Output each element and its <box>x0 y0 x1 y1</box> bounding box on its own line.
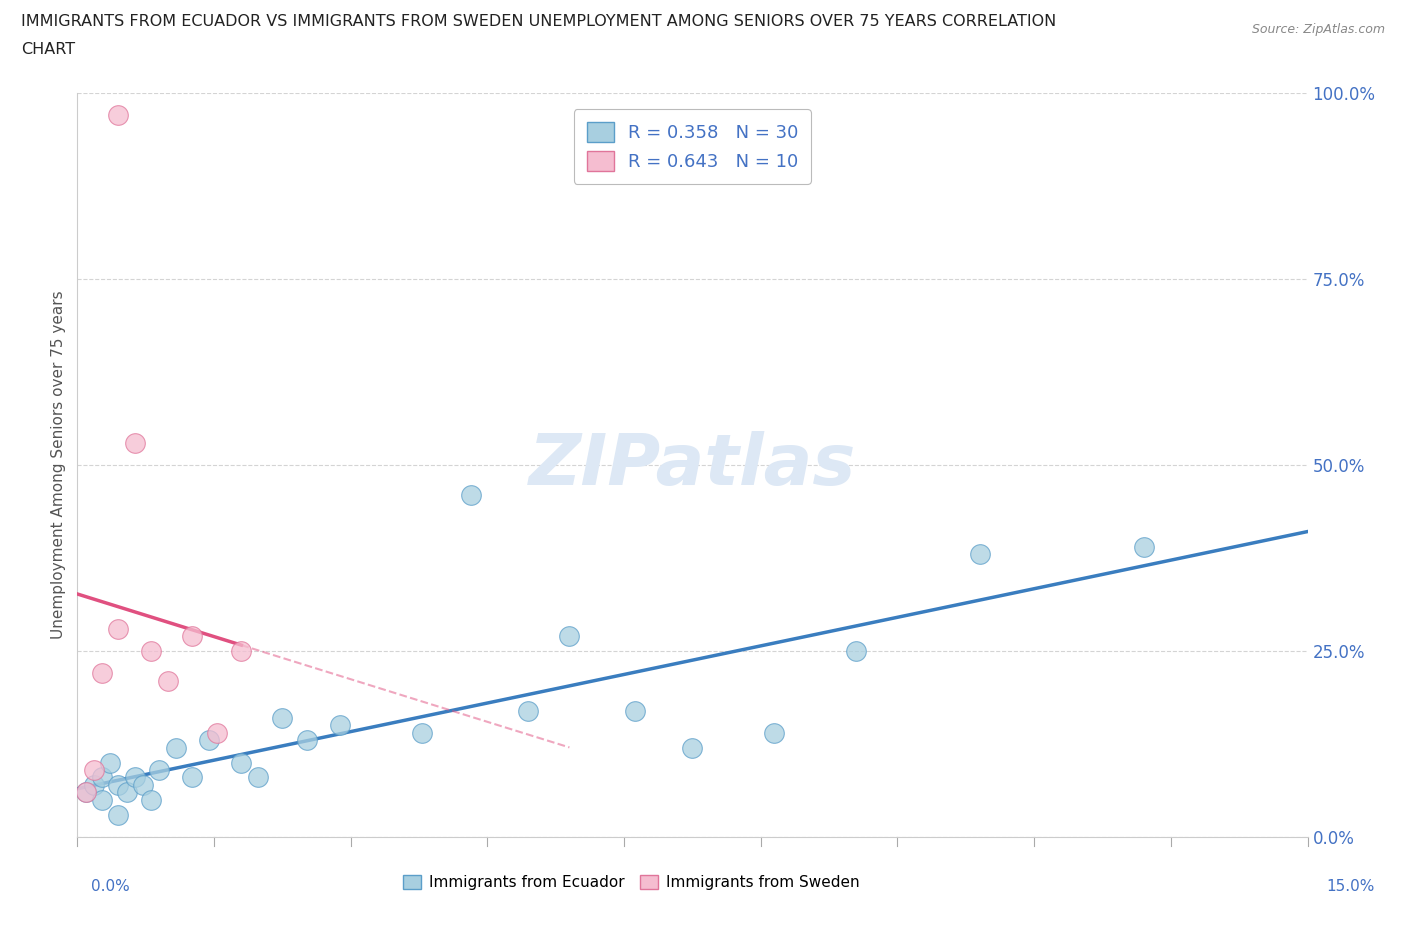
Text: Source: ZipAtlas.com: Source: ZipAtlas.com <box>1251 23 1385 36</box>
Text: 0.0%: 0.0% <box>91 879 131 894</box>
Text: IMMIGRANTS FROM ECUADOR VS IMMIGRANTS FROM SWEDEN UNEMPLOYMENT AMONG SENIORS OVE: IMMIGRANTS FROM ECUADOR VS IMMIGRANTS FR… <box>21 14 1056 29</box>
Point <box>411 725 433 740</box>
Point <box>763 725 786 740</box>
Point <box>107 807 129 822</box>
Point <box>83 777 105 792</box>
Point <box>90 770 114 785</box>
Point <box>90 666 114 681</box>
Point <box>181 770 204 785</box>
Text: 15.0%: 15.0% <box>1327 879 1375 894</box>
Point <box>83 763 105 777</box>
Point <box>329 718 352 733</box>
Point <box>845 644 868 658</box>
Point <box>1132 539 1154 554</box>
Point <box>75 785 97 800</box>
Point <box>132 777 155 792</box>
Point <box>141 792 163 807</box>
Point <box>558 629 581 644</box>
Point <box>115 785 138 800</box>
Point <box>98 755 121 770</box>
Point <box>246 770 269 785</box>
Point <box>197 733 219 748</box>
Point <box>124 770 146 785</box>
Point <box>682 740 704 755</box>
Point <box>517 703 540 718</box>
Point <box>141 644 163 658</box>
Point <box>460 487 482 502</box>
Point <box>148 763 170 777</box>
Point <box>295 733 318 748</box>
Legend: R = 0.358   N = 30, R = 0.643   N = 10: R = 0.358 N = 30, R = 0.643 N = 10 <box>574 110 811 183</box>
Point <box>107 108 129 123</box>
Text: ZIPatlas: ZIPatlas <box>529 431 856 499</box>
Point <box>124 435 146 450</box>
Point <box>231 644 253 658</box>
Point <box>969 547 991 562</box>
Point <box>181 629 204 644</box>
Point <box>271 711 294 725</box>
Text: CHART: CHART <box>21 42 75 57</box>
Point <box>165 740 187 755</box>
Point <box>75 785 97 800</box>
Point <box>205 725 228 740</box>
Point <box>90 792 114 807</box>
Point <box>107 621 129 636</box>
Point <box>624 703 647 718</box>
Point <box>156 673 179 688</box>
Y-axis label: Unemployment Among Seniors over 75 years: Unemployment Among Seniors over 75 years <box>51 291 66 639</box>
Point <box>231 755 253 770</box>
Point <box>107 777 129 792</box>
